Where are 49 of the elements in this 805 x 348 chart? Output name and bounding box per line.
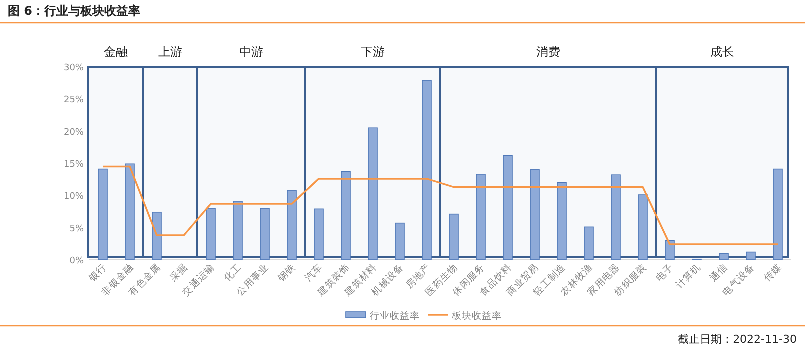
band-label: 上游	[158, 45, 182, 59]
x-tick-label: 传媒	[762, 262, 784, 284]
band-label: 消费	[536, 45, 560, 59]
bar	[638, 194, 648, 260]
legend-label: 行业收益率	[370, 310, 420, 322]
y-tick-label: 5%	[70, 224, 84, 234]
bar	[260, 208, 270, 260]
bar	[719, 253, 729, 260]
y-tick-label: 20%	[64, 128, 84, 138]
bar	[314, 208, 324, 260]
bar	[746, 252, 756, 260]
bar	[395, 222, 405, 260]
bar	[368, 128, 378, 260]
bar	[476, 174, 486, 260]
bar	[287, 190, 297, 260]
bar	[422, 80, 432, 260]
x-tick-label: 采掘	[167, 262, 190, 284]
bar	[503, 155, 513, 260]
bar	[98, 168, 108, 260]
bar	[125, 164, 135, 260]
bar	[341, 171, 351, 260]
band-label: 中游	[240, 45, 264, 59]
x-tick-label: 银行	[86, 262, 110, 285]
x-tick-label: 汽车	[302, 262, 326, 284]
band-label: 金融	[104, 45, 128, 59]
y-tick-label: 10%	[64, 192, 84, 202]
bar	[611, 174, 621, 260]
y-tick-label: 0%	[70, 256, 84, 266]
bar	[449, 214, 459, 260]
x-tick-label: 化工	[221, 262, 244, 284]
x-tick-label: 通信	[707, 262, 730, 284]
band-label: 成长	[710, 45, 734, 59]
bar	[584, 226, 594, 260]
bar	[557, 182, 567, 260]
y-tick-label: 15%	[64, 160, 84, 170]
line-series	[102, 166, 779, 246]
bar	[152, 212, 162, 260]
bar	[665, 240, 675, 260]
bar	[206, 208, 216, 260]
y-tick-label: 25%	[64, 96, 84, 106]
chart-title: 图 6：行业与板块收益率	[8, 4, 141, 18]
bar	[773, 168, 783, 260]
bar	[530, 170, 540, 260]
y-tick-label: 30%	[64, 64, 84, 74]
bar	[233, 201, 243, 260]
x-tick-label: 钢铁	[274, 262, 298, 285]
legend-label: 板块收益率	[451, 310, 502, 322]
band-label: 下游	[361, 45, 385, 59]
text: 截止日期：2022-11-30	[678, 333, 797, 346]
